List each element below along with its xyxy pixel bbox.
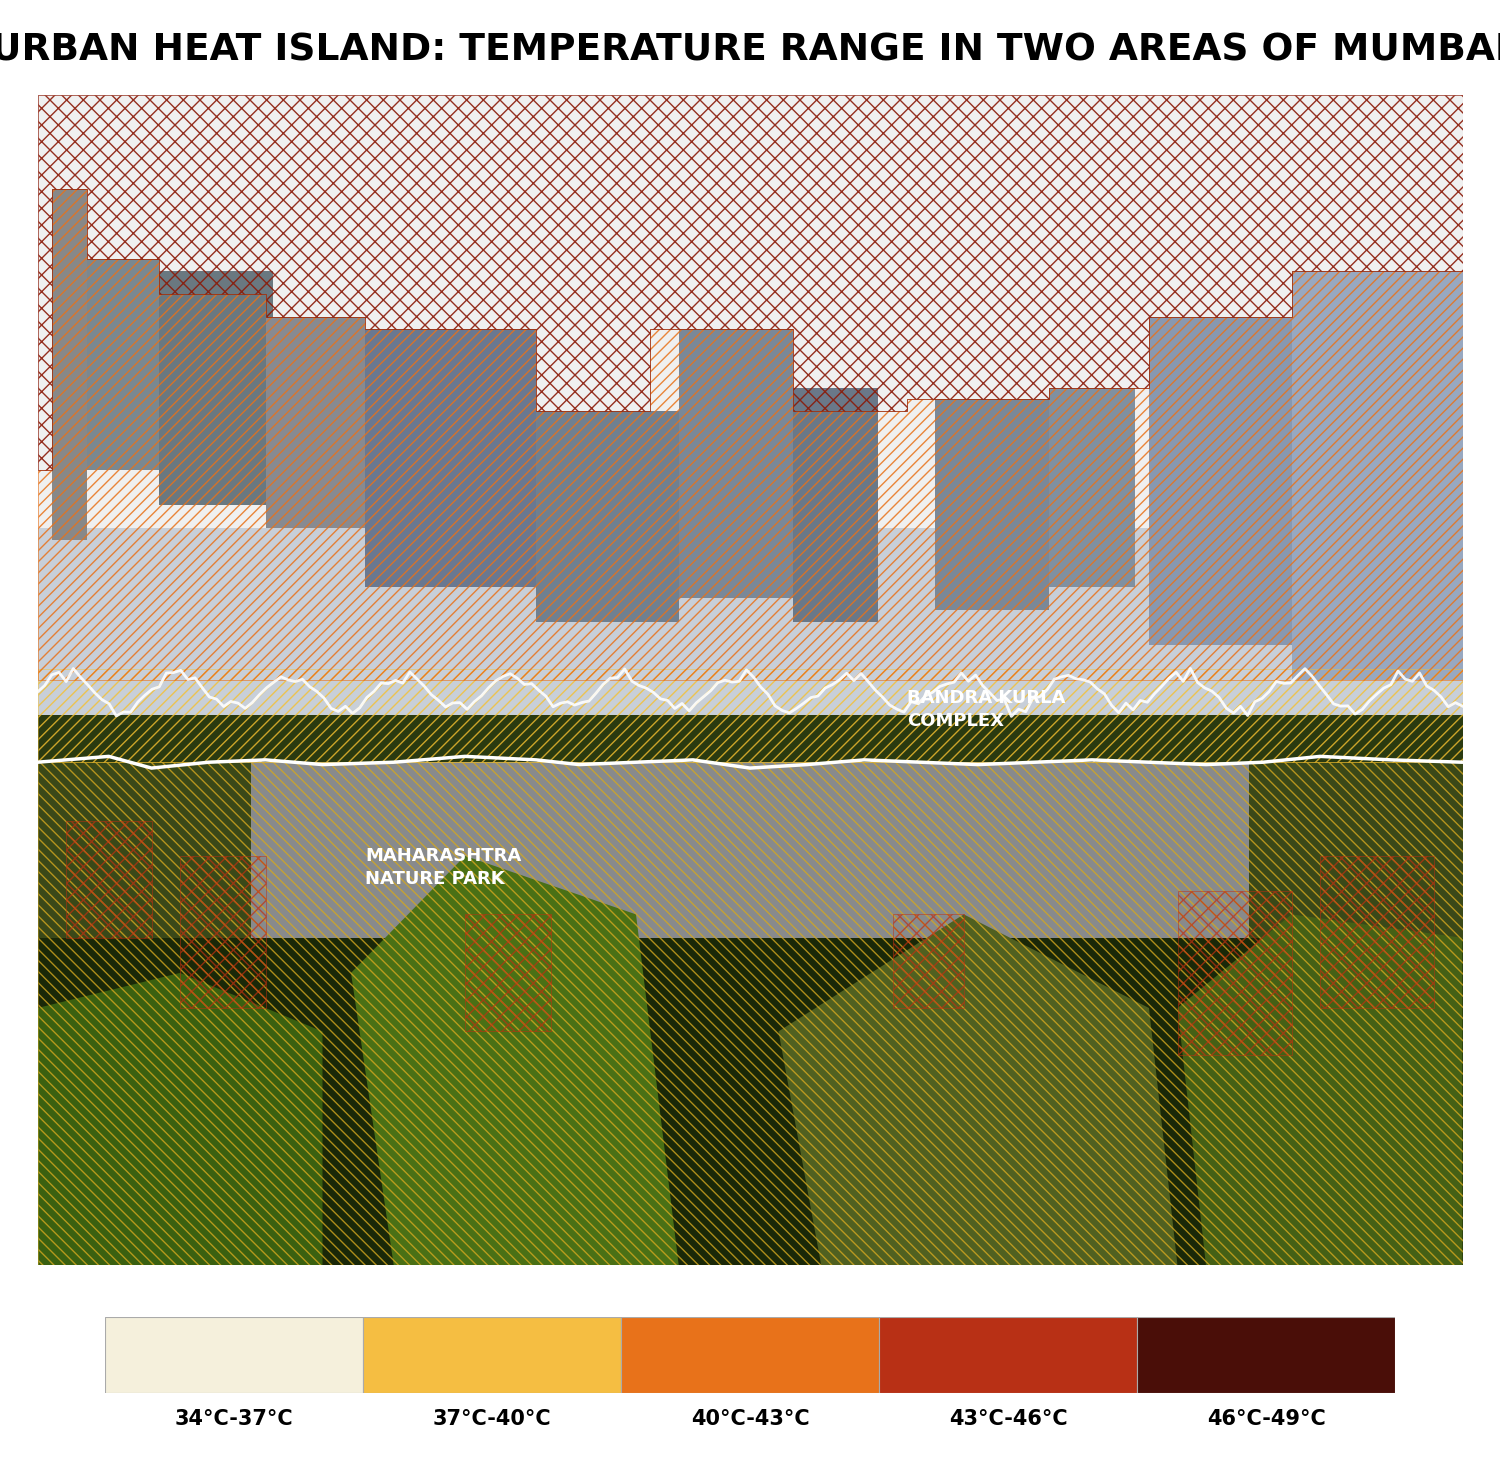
- Bar: [38, 95, 1462, 622]
- Bar: [792, 388, 879, 622]
- Bar: [366, 329, 537, 587]
- Bar: [936, 399, 1050, 610]
- Bar: [159, 271, 273, 505]
- Polygon shape: [38, 973, 322, 1265]
- Bar: [678, 329, 792, 598]
- Bar: [38, 762, 251, 973]
- Bar: [266, 317, 366, 528]
- Bar: [1050, 388, 1134, 587]
- Bar: [38, 715, 1462, 832]
- Text: URBAN HEAT ISLAND: TEMPERATURE RANGE IN TWO AREAS OF MUMBAI: URBAN HEAT ISLAND: TEMPERATURE RANGE IN …: [0, 32, 1500, 69]
- Text: 40°C-43°C: 40°C-43°C: [690, 1409, 810, 1429]
- Bar: [363, 1317, 621, 1393]
- Bar: [621, 1317, 879, 1393]
- Bar: [38, 938, 1462, 1265]
- Text: MAHARASHTRA
NATURE PARK: MAHARASHTRA NATURE PARK: [366, 847, 522, 888]
- Text: 43°C-46°C: 43°C-46°C: [948, 1409, 1068, 1429]
- Polygon shape: [778, 914, 1178, 1265]
- Bar: [251, 762, 1248, 973]
- Bar: [1248, 762, 1462, 973]
- Bar: [105, 1317, 363, 1393]
- Bar: [879, 1317, 1137, 1393]
- Text: 37°C-40°C: 37°C-40°C: [432, 1409, 552, 1429]
- Bar: [1292, 271, 1462, 680]
- Bar: [87, 259, 159, 470]
- Bar: [537, 411, 678, 622]
- Bar: [51, 189, 87, 540]
- Bar: [1149, 317, 1292, 645]
- Text: 46°C-49°C: 46°C-49°C: [1206, 1409, 1326, 1429]
- Text: 34°C-37°C: 34°C-37°C: [174, 1409, 294, 1429]
- Polygon shape: [351, 856, 678, 1265]
- Polygon shape: [1178, 914, 1462, 1265]
- Bar: [38, 528, 1462, 762]
- Text: BANDRA KURLA
COMPLEX: BANDRA KURLA COMPLEX: [906, 689, 1065, 730]
- Bar: [1137, 1317, 1395, 1393]
